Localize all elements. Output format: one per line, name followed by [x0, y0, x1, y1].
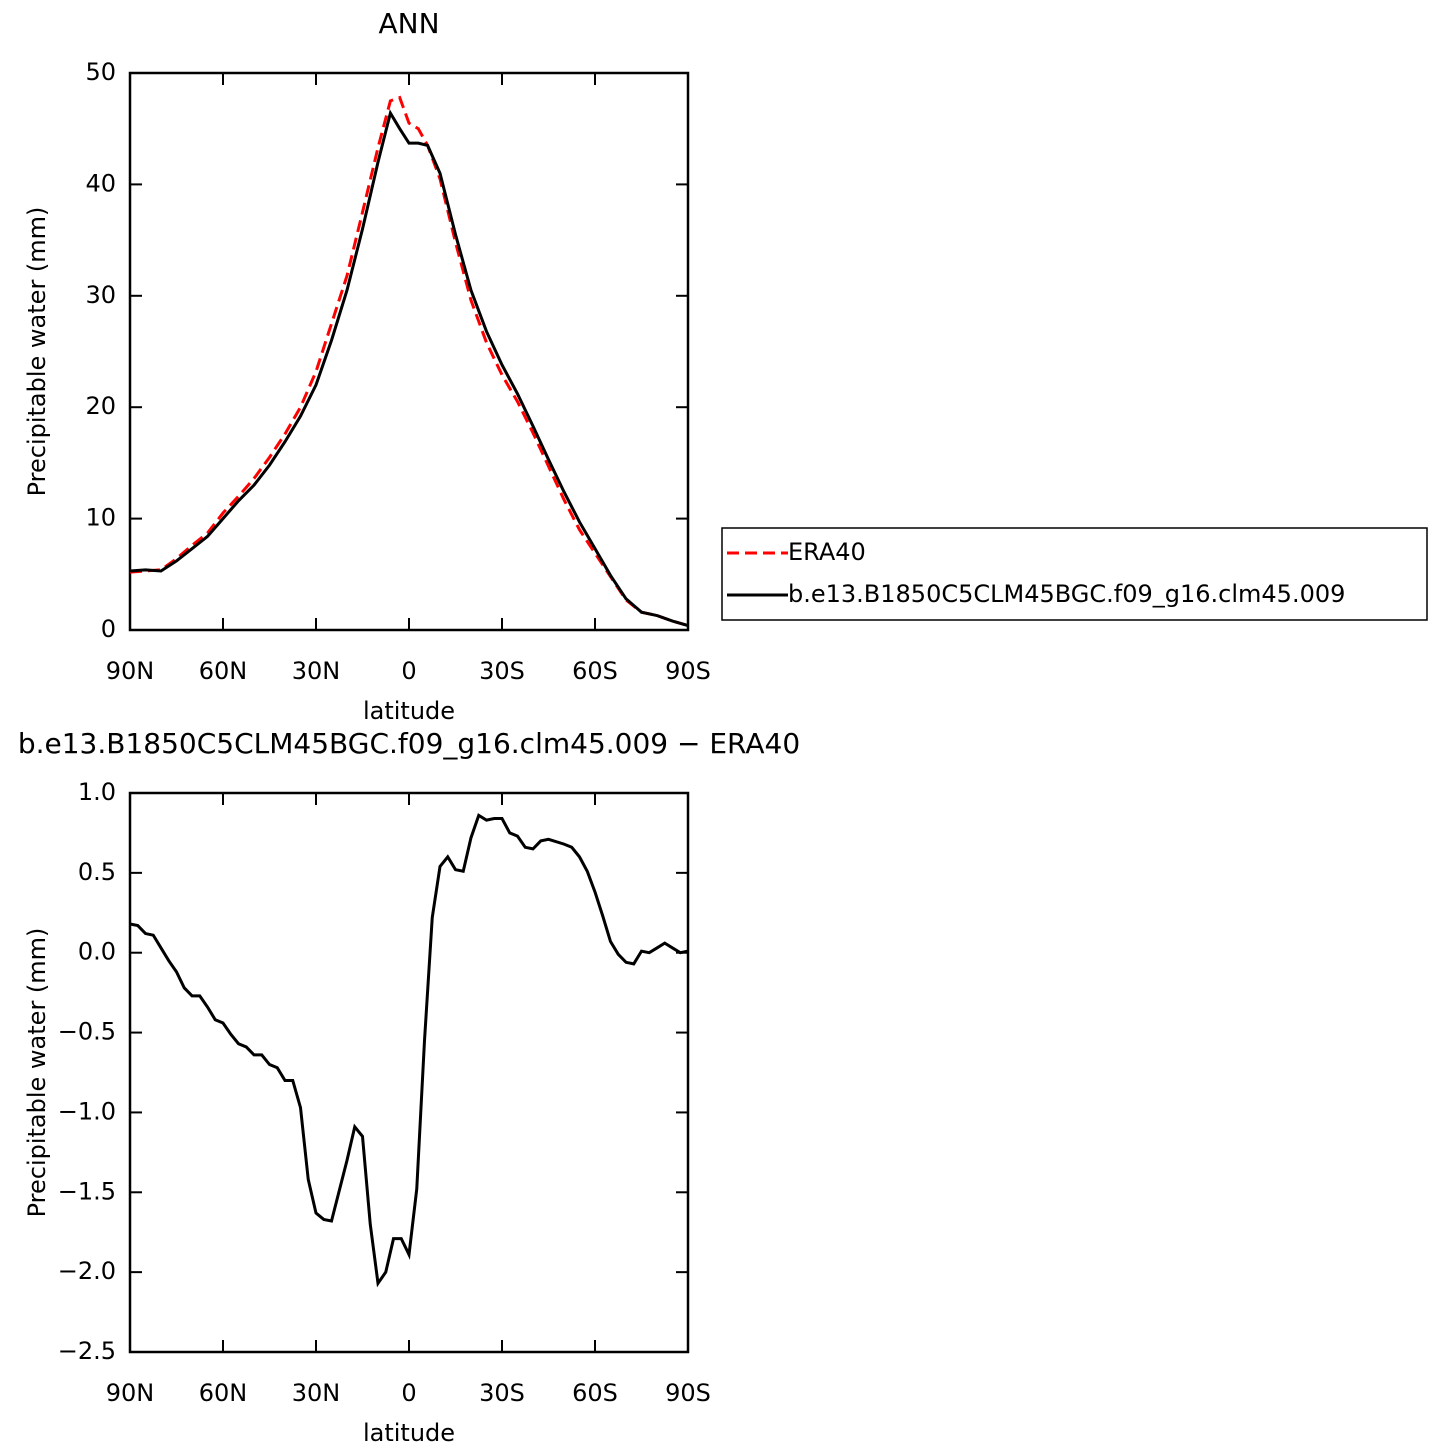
x-tick-label: 90S — [665, 657, 711, 685]
y-axis-label: Precipitable water (mm) — [23, 928, 51, 1218]
y-tick-label: 1.0 — [78, 778, 116, 806]
x-tick-label: 90N — [106, 1379, 155, 1407]
y-axis-label: Precipitable water (mm) — [23, 207, 51, 497]
x-tick-label: 90S — [665, 1379, 711, 1407]
chart-title: b.e13.B1850C5CLM45BGC.f09_g16.clm45.009 … — [18, 727, 800, 760]
legend-box — [721, 527, 1428, 621]
y-tick-label: −1.5 — [58, 1177, 116, 1205]
y-tick-label: 0.0 — [78, 938, 116, 966]
chart-title: ANN — [378, 7, 439, 40]
legend-label: b.e13.B1850C5CLM45BGC.f09_g16.clm45.009 — [788, 580, 1345, 608]
x-axis-label: latitude — [363, 697, 455, 725]
y-tick-label: 40 — [85, 169, 116, 197]
legend-label: ERA40 — [788, 538, 866, 566]
x-tick-label: 60N — [199, 1379, 248, 1407]
x-tick-label: 90N — [106, 657, 155, 685]
x-axis-label: latitude — [363, 1419, 455, 1447]
x-tick-label: 60S — [572, 1379, 618, 1407]
x-tick-label: 0 — [401, 1379, 416, 1407]
y-tick-label: 10 — [85, 504, 116, 532]
y-tick-label: −2.0 — [58, 1257, 116, 1285]
series-line — [129, 109, 689, 627]
y-tick-label: 50 — [85, 58, 116, 86]
y-tick-label: 20 — [85, 392, 116, 420]
plot-frame — [128, 791, 690, 1354]
y-tick-label: −1.0 — [58, 1097, 116, 1125]
x-tick-label: 30S — [479, 657, 525, 685]
y-tick-label: −0.5 — [58, 1018, 116, 1046]
y-tick-label: −2.5 — [58, 1337, 116, 1365]
x-tick-label: 0 — [401, 657, 416, 685]
y-tick-label: 30 — [85, 281, 116, 309]
y-tick-label: 0.5 — [78, 858, 116, 886]
x-tick-label: 60S — [572, 657, 618, 685]
x-tick-label: 60N — [199, 657, 248, 685]
series-line — [129, 813, 689, 1288]
x-tick-label: 30S — [479, 1379, 525, 1407]
x-tick-label: 30N — [292, 657, 341, 685]
plot-frame — [128, 71, 690, 632]
series-line — [129, 95, 689, 627]
x-tick-label: 30N — [292, 1379, 341, 1407]
y-tick-label: 0 — [101, 615, 116, 643]
